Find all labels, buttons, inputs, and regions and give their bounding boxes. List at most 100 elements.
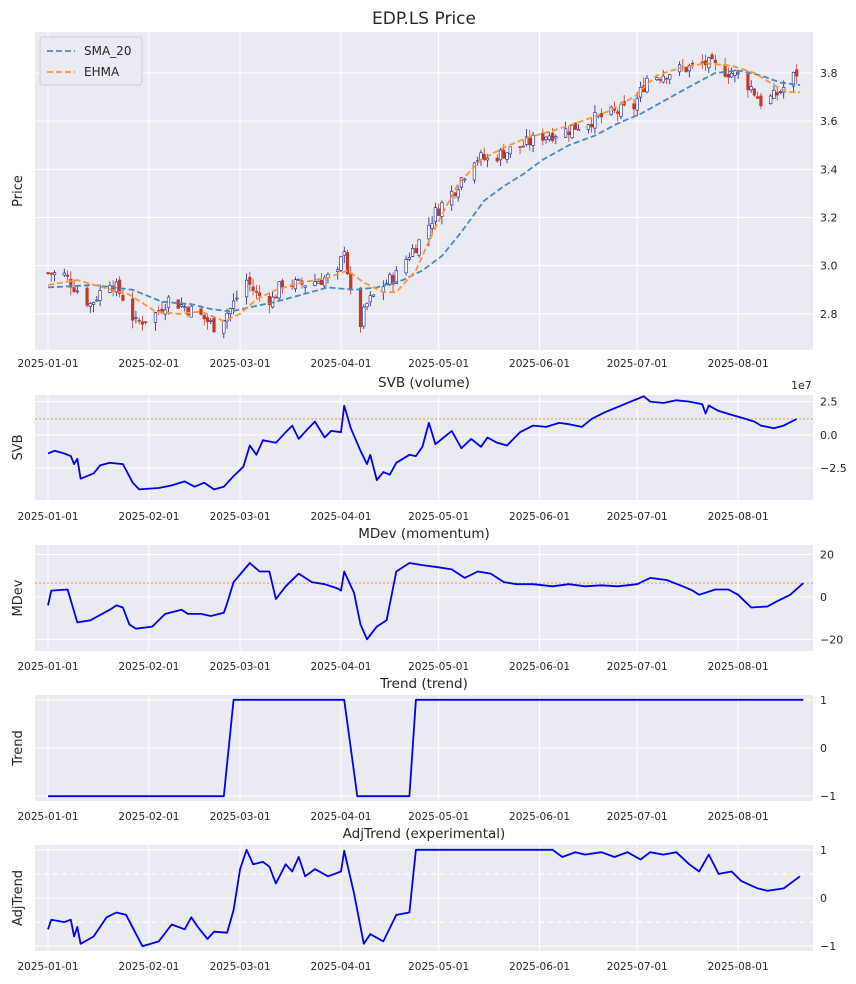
candle-body [231, 300, 236, 309]
panel-2: 2025-01-01 2025-02-01 2025-03-01 2025-04-01… [11, 526, 843, 673]
series-line-ehma [47, 62, 800, 323]
candle-body [668, 74, 672, 80]
series-line [48, 698, 804, 798]
candle-body [456, 189, 460, 198]
plot-background [35, 395, 813, 500]
candle-body [118, 279, 122, 294]
x-tick-label: 2025-08-01 [708, 961, 769, 973]
candle-body [411, 248, 415, 257]
candle-body [49, 272, 53, 275]
y-tick-label: 0 [820, 892, 827, 905]
candle-body [521, 145, 525, 148]
x-tick-label: 2025-03-01 [210, 661, 271, 673]
candle-body [505, 152, 509, 160]
candle-body [547, 135, 551, 140]
candle-body [570, 125, 574, 138]
candle-body [687, 65, 691, 72]
y-tick-label: 2.8 [820, 308, 838, 321]
candle-body [502, 149, 506, 159]
y-tick-label: 0 [820, 591, 827, 604]
candle-body [564, 128, 568, 138]
x-tick-label: 2025-01-01 [18, 811, 79, 823]
y-scale-label: 1e7 [791, 379, 812, 392]
candle-body [52, 272, 57, 276]
candle-body [544, 136, 548, 140]
x-tick-label: 2025-06-01 [509, 811, 570, 823]
candle-body [414, 248, 418, 254]
x-tick-label: 2025-01-01 [18, 511, 79, 523]
candle-body [358, 287, 363, 328]
x-tick-label: 2025-04-01 [310, 961, 371, 973]
candle-body [658, 79, 662, 81]
candle-body [417, 239, 421, 256]
candle-body [131, 298, 135, 321]
candle-body [248, 276, 252, 285]
candle-body [684, 66, 688, 73]
candle-body [775, 92, 779, 96]
candle-body [336, 269, 340, 272]
x-tick-label: 2025-04-01 [310, 661, 371, 673]
candle-body [664, 77, 669, 80]
candle-body [222, 320, 226, 334]
candle-body [121, 294, 125, 301]
y-axis-label: AdjTrend [11, 870, 26, 926]
candle-body [635, 98, 639, 111]
candle-body [85, 287, 89, 306]
candle-body [772, 89, 776, 99]
candle-body [91, 302, 96, 305]
x-tick-label: 2025-07-01 [607, 811, 668, 823]
candle-body [258, 292, 262, 296]
candle-body [368, 295, 372, 303]
x-tick-label: 2025-07-01 [607, 511, 668, 523]
candle-body [573, 122, 577, 130]
candle-body [342, 251, 346, 256]
candle-body [756, 96, 760, 99]
x-tick-label: 2025-03-01 [210, 961, 271, 973]
candle-body [98, 290, 102, 301]
x-tick-label: 2025-03-01 [210, 811, 271, 823]
candle-body [730, 73, 734, 78]
candle-body [254, 290, 258, 293]
candle-body [427, 224, 431, 240]
x-tick-label: 2025-01-01 [18, 961, 79, 973]
candle-body [62, 272, 66, 276]
candle-body [349, 272, 353, 289]
candle-body [495, 157, 499, 162]
legend: SMA_20 EHMA [39, 36, 143, 86]
candle-body [199, 308, 203, 315]
candle-body [586, 124, 590, 130]
candle-body [202, 314, 206, 320]
plot-background [35, 32, 813, 350]
candle-body [482, 154, 486, 160]
y-tick-label: 2.5 [820, 396, 838, 409]
candle-body [267, 296, 271, 306]
legend-box [39, 36, 143, 86]
x-tick-label: 2025-04-01 [310, 511, 371, 523]
series-line [47, 395, 798, 491]
candle-body [795, 69, 799, 77]
y-axis-label: Price [11, 175, 26, 207]
candle-body [485, 157, 490, 161]
y-axis-label: MDev [11, 579, 26, 616]
candle-body [153, 312, 158, 323]
x-tick-label: 2025-07-01 [607, 961, 668, 973]
y-tick-label: 1 [820, 694, 827, 707]
candle-body [134, 317, 138, 319]
candle-body [778, 91, 783, 93]
candle-body [791, 71, 796, 87]
y-axis-label: Trend [11, 730, 26, 767]
candle-body [407, 257, 411, 260]
x-tick-label: 2025-06-01 [509, 358, 570, 370]
x-tick-label: 2025-08-01 [708, 661, 769, 673]
candle-body [316, 281, 320, 284]
y-tick-label: 0 [820, 742, 827, 755]
candle-body [590, 124, 594, 128]
x-tick-label: 2025-02-01 [118, 811, 179, 823]
candle-body [541, 133, 545, 141]
candle-body [554, 136, 558, 139]
candle-body [645, 77, 649, 93]
x-tick-label: 2025-04-01 [310, 811, 371, 823]
panel-title: SVB (volume) [378, 375, 470, 391]
candle-body [638, 87, 643, 98]
candle-body [433, 207, 437, 223]
